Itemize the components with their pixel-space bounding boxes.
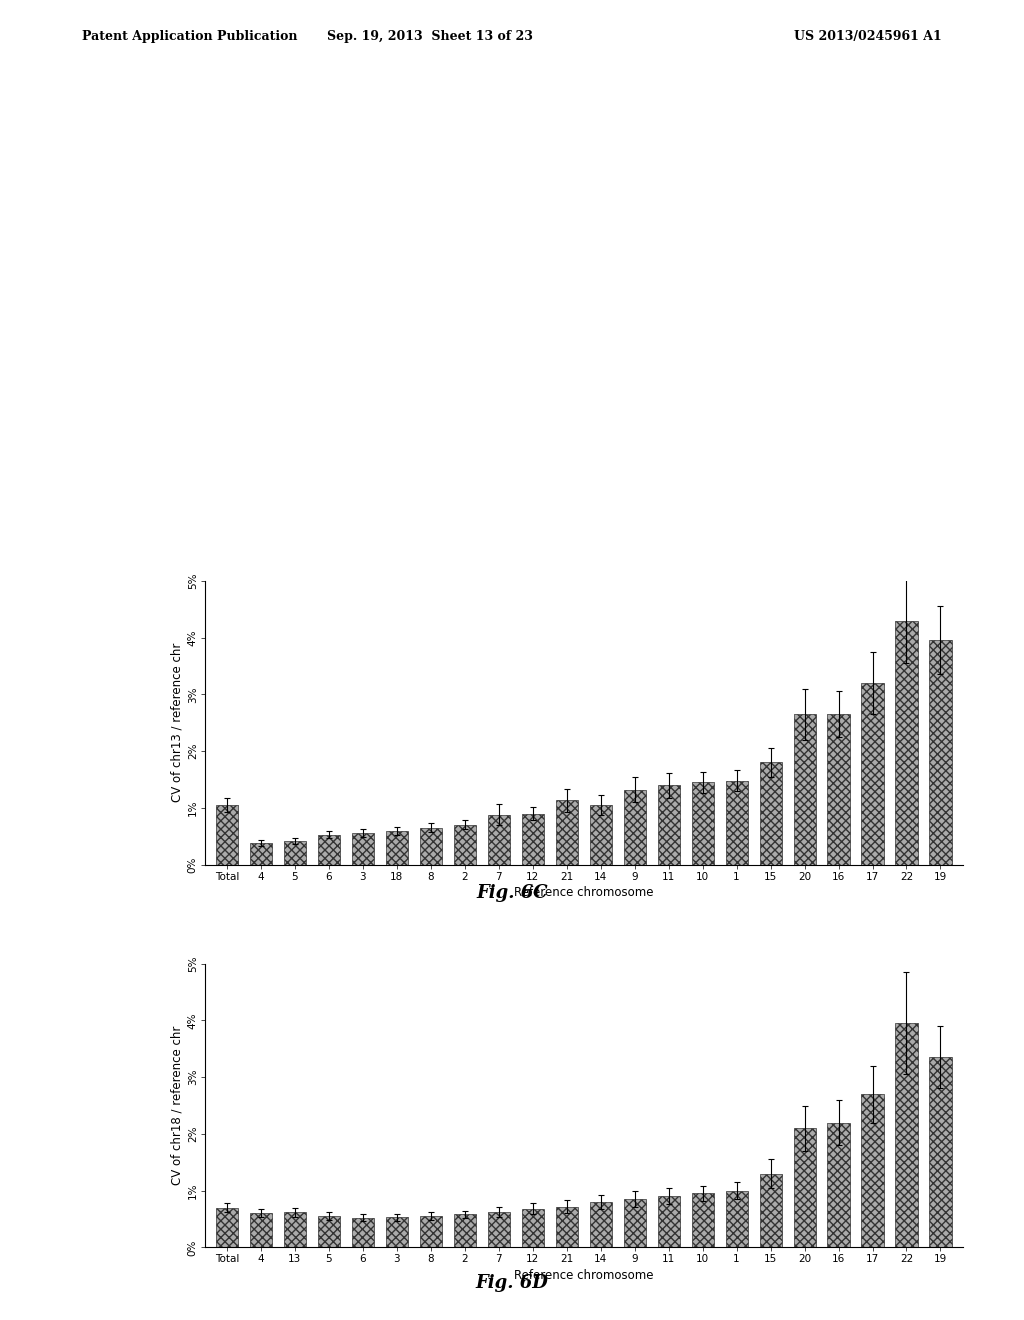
Bar: [590, 805, 611, 865]
Bar: [317, 834, 340, 865]
Bar: [827, 1122, 850, 1247]
Bar: [556, 1206, 578, 1247]
Bar: [794, 1129, 815, 1247]
Bar: [861, 1094, 884, 1247]
Bar: [827, 714, 850, 865]
Bar: [386, 1217, 408, 1247]
Bar: [386, 830, 408, 865]
Bar: [487, 814, 510, 865]
Bar: [657, 1196, 680, 1247]
Bar: [930, 1057, 951, 1247]
Bar: [284, 1212, 306, 1247]
X-axis label: Reference chromosome: Reference chromosome: [514, 886, 653, 899]
Bar: [250, 843, 272, 865]
Bar: [521, 813, 544, 865]
Bar: [454, 1214, 476, 1247]
Bar: [420, 828, 441, 865]
Text: Fig. 6D: Fig. 6D: [475, 1274, 549, 1292]
Text: Sep. 19, 2013  Sheet 13 of 23: Sep. 19, 2013 Sheet 13 of 23: [327, 30, 534, 44]
Bar: [895, 620, 918, 865]
Y-axis label: CV of chr18 / reference chr: CV of chr18 / reference chr: [171, 1026, 183, 1185]
Bar: [521, 1209, 544, 1247]
Text: Fig. 6C: Fig. 6C: [476, 884, 548, 903]
Bar: [657, 785, 680, 865]
Y-axis label: CV of chr13 / reference chr: CV of chr13 / reference chr: [171, 643, 183, 803]
Bar: [317, 1216, 340, 1247]
Bar: [624, 1199, 646, 1247]
Bar: [454, 825, 476, 865]
Bar: [556, 800, 578, 865]
Bar: [250, 1213, 272, 1247]
Bar: [794, 714, 815, 865]
Text: Patent Application Publication: Patent Application Publication: [82, 30, 297, 44]
Bar: [487, 1212, 510, 1247]
Bar: [216, 805, 238, 865]
Bar: [284, 841, 306, 865]
Bar: [726, 1191, 748, 1247]
Bar: [691, 783, 714, 865]
Bar: [861, 682, 884, 865]
Text: US 2013/0245961 A1: US 2013/0245961 A1: [795, 30, 942, 44]
X-axis label: Reference chromosome: Reference chromosome: [514, 1269, 653, 1282]
Bar: [590, 1203, 611, 1247]
Bar: [760, 1173, 781, 1247]
Bar: [624, 789, 646, 865]
Bar: [726, 780, 748, 865]
Bar: [420, 1216, 441, 1247]
Bar: [760, 763, 781, 865]
Bar: [691, 1193, 714, 1247]
Bar: [216, 1208, 238, 1247]
Bar: [930, 640, 951, 865]
Bar: [352, 833, 374, 865]
Bar: [352, 1218, 374, 1247]
Bar: [895, 1023, 918, 1247]
